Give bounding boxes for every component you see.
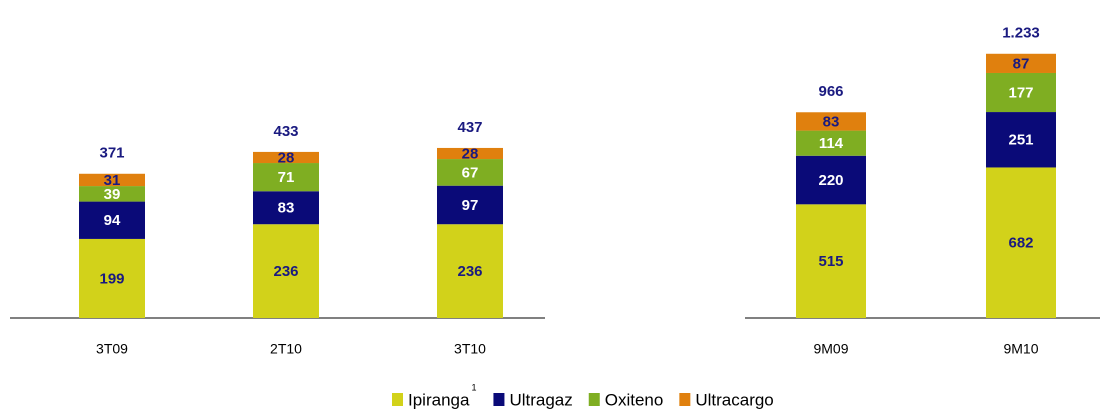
data-label: 28 [278,149,295,166]
bar-segment [437,224,503,318]
bar-segment [79,201,145,239]
bar-segment [253,191,319,225]
legend-label: Ultragaz [509,390,572,409]
data-label: 28 [462,145,479,162]
total-label: 437 [457,119,482,136]
data-label: 83 [823,113,840,130]
legend-swatch [679,393,691,406]
x-tick-label: 9M10 [1003,341,1038,357]
bar-segment [79,238,145,318]
bar-segment [796,204,866,318]
bar-segment [986,53,1056,73]
bar-segment [79,173,145,187]
data-label: 97 [462,197,479,214]
data-label: 39 [104,186,121,203]
x-tick-label: 3T09 [96,341,128,357]
bar-segment [437,185,503,225]
data-label: 114 [819,135,844,152]
total-label: 371 [99,145,124,162]
bar-segment [796,112,866,131]
legend-swatch [392,393,403,406]
legend-swatch [493,393,505,406]
bar-segment [796,130,866,156]
legend-note: 1 [471,382,476,392]
data-label: 67 [462,164,479,181]
total-label: 433 [273,123,298,140]
bar-segment [986,112,1056,168]
x-tick-label: 9M09 [813,341,848,357]
legend-label: Ultracargo [695,390,773,409]
x-tick-label: 2T10 [270,341,302,357]
data-label: 83 [278,200,295,217]
data-label: 515 [818,253,843,270]
bar-segment [253,151,319,164]
bar-segment [986,167,1056,318]
bar-segment [79,186,145,202]
x-tick-label: 3T10 [454,341,486,357]
legend-label: Ipiranga [408,390,470,409]
bar-segment [437,147,503,160]
data-label: 236 [273,263,298,280]
total-label: 966 [818,83,843,100]
data-label: 71 [278,169,295,186]
bar-segment [986,72,1056,113]
data-label: 682 [1008,235,1033,252]
legend-swatch [588,393,600,406]
bar-segment [796,155,866,205]
data-label: 199 [99,270,124,287]
legend-label: Oxiteno [605,390,664,409]
total-label: 1.233 [1002,25,1040,42]
data-label: 236 [457,263,482,280]
data-label: 87 [1013,55,1030,72]
data-label: 31 [104,172,121,189]
data-label: 94 [104,212,121,229]
bar-segment [253,224,319,318]
bar-segment [253,163,319,192]
data-label: 177 [1008,84,1033,101]
data-label: 251 [1008,132,1033,149]
bar-segment [437,159,503,186]
data-label: 220 [818,172,843,189]
